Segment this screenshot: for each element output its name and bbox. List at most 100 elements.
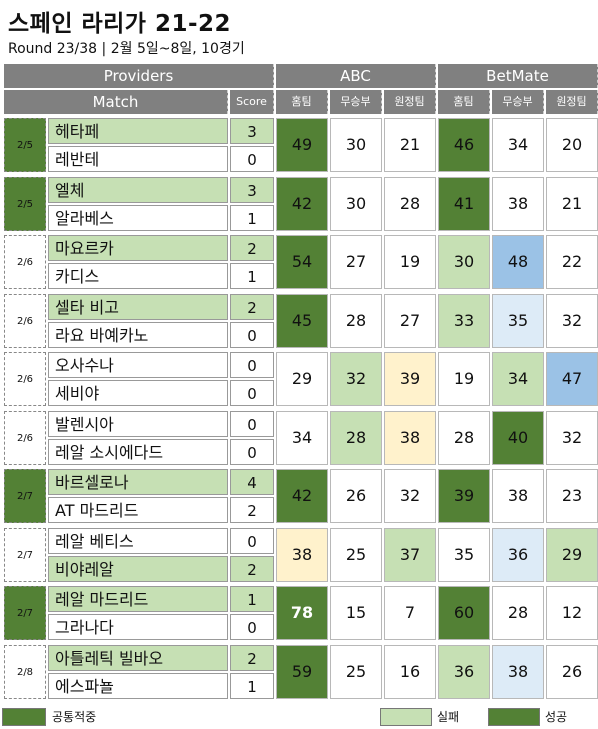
- abc-draw-pct: 25: [330, 527, 382, 582]
- match-date: 2/6: [4, 293, 46, 348]
- home-team: 엘체: [48, 176, 228, 203]
- match-date: 2/6: [4, 410, 46, 465]
- away-team: 라요 바예카노: [48, 321, 228, 348]
- home-team: 레알 마드리드: [48, 586, 228, 612]
- home-score: 2: [230, 293, 274, 320]
- match-date: 2/5: [4, 176, 46, 231]
- abc-draw-pct: 27: [330, 235, 382, 289]
- betmate-draw-pct: 40: [492, 410, 544, 465]
- abc-draw-pct: 28: [330, 293, 382, 348]
- home-team: 헤타페: [48, 118, 228, 144]
- abc-home-pct: 29: [276, 352, 328, 406]
- away-team: 비야레알: [48, 555, 228, 582]
- betmate-away-pct: 21: [546, 176, 598, 231]
- abc-home-pct: 49: [276, 118, 328, 172]
- betmate-home-pct: 19: [438, 352, 490, 406]
- betmate-draw-pct: 34: [492, 352, 544, 406]
- home-team: 마요르카: [48, 235, 228, 261]
- match-date: 2/7: [4, 469, 46, 523]
- home-score: 2: [230, 235, 274, 261]
- betmate-away-pct: 12: [546, 586, 598, 640]
- betmate-draw-pct: 35: [492, 293, 544, 348]
- abc-draw-pct: 15: [330, 586, 382, 640]
- page-title: 스페인 라리가 21-22: [8, 11, 232, 37]
- match-date: 2/7: [4, 527, 46, 582]
- away-score: 2: [230, 497, 274, 523]
- abc-home-pct: 42: [276, 176, 328, 231]
- match-header: Match: [4, 90, 228, 114]
- home-team: 레알 베티스: [48, 527, 228, 554]
- home-team: 셀타 비고: [48, 293, 228, 320]
- home-score: 0: [230, 410, 274, 437]
- match-row: 2/6 셀타 비고 라요 바예카노 2 0 45 28 27 33 35 32: [4, 293, 598, 348]
- abc-home-pct: 78: [276, 586, 328, 640]
- legend-success-label: 성공: [545, 710, 568, 724]
- home-score: 0: [230, 352, 274, 378]
- home-score: 1: [230, 586, 274, 612]
- match-row: 2/7 바르셀로나 AT 마드리드 4 2 42 26 32 39 38 23: [4, 469, 598, 523]
- away-team: AT 마드리드: [48, 497, 228, 523]
- abc-draw-header: 무승부: [330, 90, 382, 114]
- home-team: 아틀레틱 빌바오: [48, 644, 228, 671]
- home-score: 4: [230, 469, 274, 495]
- betmate-home-pct: 46: [438, 118, 490, 172]
- betmate-home-pct: 35: [438, 527, 490, 582]
- away-score: 1: [230, 263, 274, 289]
- home-score: 2: [230, 644, 274, 671]
- away-team: 레알 소시에다드: [48, 438, 228, 465]
- score-header: Score: [230, 90, 274, 114]
- abc-header: ABC: [276, 64, 436, 88]
- match-row: 2/8 아틀레틱 빌바오 에스파뇰 2 1 59 25 16 36 38 26: [4, 644, 598, 699]
- abc-draw-pct: 30: [330, 118, 382, 172]
- abc-away-header: 원정팀: [384, 90, 436, 114]
- match-row: 2/6 오사수나 세비야 0 0 29 32 39 19 34 47: [4, 352, 598, 406]
- abc-home-pct: 45: [276, 293, 328, 348]
- abc-home-pct: 38: [276, 527, 328, 582]
- legend-common-label: 공통적중: [52, 710, 97, 724]
- betmate-draw-pct: 38: [492, 176, 544, 231]
- abc-home-pct: 42: [276, 469, 328, 523]
- providers-header: Providers: [4, 64, 274, 88]
- abc-away-pct: 16: [384, 644, 436, 699]
- betmate-draw-pct: 36: [492, 527, 544, 582]
- match-date: 2/6: [4, 352, 46, 406]
- betmate-draw-pct: 28: [492, 586, 544, 640]
- betmate-draw-pct: 48: [492, 235, 544, 289]
- match-row: 2/5 헤타페 레반테 3 0 49 30 21 46 34 20: [4, 118, 598, 172]
- abc-away-pct: 21: [384, 118, 436, 172]
- away-team: 세비야: [48, 380, 228, 406]
- away-score: 1: [230, 204, 274, 231]
- away-score: 0: [230, 380, 274, 406]
- away-score: 0: [230, 438, 274, 465]
- abc-away-pct: 38: [384, 410, 436, 465]
- legend-common-swatch: [2, 708, 46, 726]
- abc-home-pct: 59: [276, 644, 328, 699]
- betmate-away-pct: 22: [546, 235, 598, 289]
- home-team: 바르셀로나: [48, 469, 228, 495]
- match-date: 2/7: [4, 586, 46, 640]
- betmate-header: BetMate: [438, 64, 598, 88]
- betmate-away-pct: 32: [546, 293, 598, 348]
- abc-away-pct: 27: [384, 293, 436, 348]
- page-subtitle: Round 23/38 | 2월 5일~8일, 10경기: [8, 41, 245, 57]
- match-row: 2/7 레알 마드리드 그라나다 1 0 78 15 7 60 28 12: [4, 586, 598, 640]
- betmate-draw-pct: 34: [492, 118, 544, 172]
- betmate-away-pct: 23: [546, 469, 598, 523]
- away-score: 0: [230, 321, 274, 348]
- abc-draw-pct: 25: [330, 644, 382, 699]
- away-team: 에스파뇰: [48, 672, 228, 699]
- abc-home-pct: 34: [276, 410, 328, 465]
- match-row: 2/6 마요르카 카디스 2 1 54 27 19 30 48 22: [4, 235, 598, 289]
- betmate-away-pct: 26: [546, 644, 598, 699]
- betmate-home-pct: 33: [438, 293, 490, 348]
- betmate-away-pct: 32: [546, 410, 598, 465]
- home-score: 0: [230, 527, 274, 554]
- abc-away-pct: 7: [384, 586, 436, 640]
- betmate-home-pct: 41: [438, 176, 490, 231]
- betmate-home-pct: 36: [438, 644, 490, 699]
- away-score: 2: [230, 555, 274, 582]
- abc-draw-pct: 32: [330, 352, 382, 406]
- betmate-home-pct: 60: [438, 586, 490, 640]
- match-row: 2/7 레알 베티스 비야레알 0 2 38 25 37 35 36 29: [4, 527, 598, 582]
- away-team: 그라나다: [48, 614, 228, 640]
